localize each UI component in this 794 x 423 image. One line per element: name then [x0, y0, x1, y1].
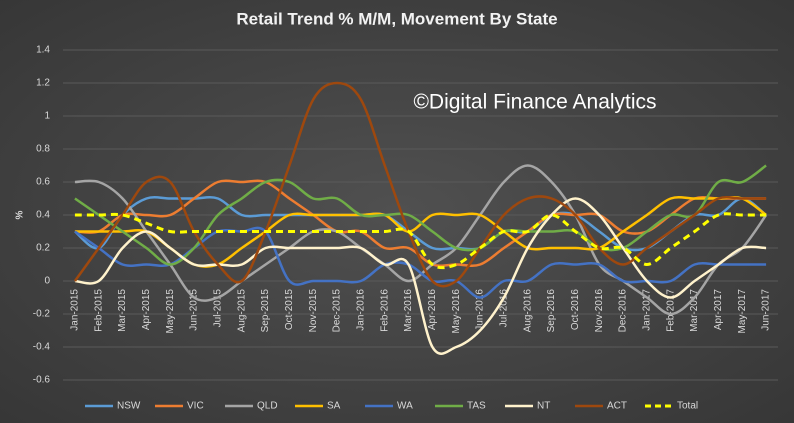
chart-title: Retail Trend % M/M, Movement By State [236, 9, 557, 28]
y-tick-label: 0.4 [36, 210, 50, 221]
series-line [74, 164, 767, 266]
series-line [74, 164, 768, 316]
y-tick-label: 0 [44, 276, 50, 287]
x-tick-label: May-2017 [737, 289, 748, 334]
x-tick-label: Jun-2016 [475, 289, 486, 331]
x-tick-label: Apr-2015 [141, 289, 152, 331]
x-tick-label: Jun-2015 [189, 289, 200, 331]
x-tick-label: Dec-2016 [618, 289, 629, 333]
x-tick-label: Dec-2015 [332, 289, 343, 333]
x-tick-label: Feb-2016 [379, 289, 390, 332]
y-tick-label: 1.2 [36, 78, 50, 89]
x-tick-label: Apr-2016 [427, 289, 438, 331]
grid: -0.6 -0.4 -0.2 0 0.2 0.4 0.6 0.8 1 1.2 1.4 Jan-2015… [33, 45, 778, 386]
x-tick-label: Mar-2015 [117, 289, 128, 332]
annotation: ©Digital Finance Analytics [413, 91, 656, 114]
y-tick-label: 1.4 [36, 45, 50, 56]
series-line [74, 197, 767, 355]
x-tick-label: Nov-2016 [594, 289, 605, 333]
y-tick-label: 0.6 [36, 177, 50, 188]
legend-label: ACT [607, 401, 627, 412]
y-tick-label: 0.2 [36, 243, 50, 254]
y-tick-label: -0.4 [33, 342, 51, 353]
x-tick-label: Oct-2015 [284, 289, 295, 331]
y-axis-label: % [15, 210, 26, 219]
x-tick-label: Feb-2015 [93, 289, 104, 332]
x-tick-label: May-2015 [165, 289, 176, 334]
legend-label: QLD [257, 401, 278, 412]
x-tick-label: Jan-2015 [70, 289, 81, 331]
x-tick-label: Feb-2017 [665, 289, 676, 332]
x-tick-label: Aug-2016 [522, 289, 533, 333]
x-tick-label: Sep-2015 [260, 289, 271, 333]
y-tick-label: -0.6 [33, 375, 51, 386]
legend-label: TAS [467, 401, 486, 412]
legend-label: Total [677, 401, 698, 412]
legend: NSW VIC QLD SA WA TAS NT ACT Total [85, 401, 698, 412]
x-tick-label: Jul-2016 [499, 289, 510, 328]
legend-label: NT [537, 401, 550, 412]
x-tick-label: Apr-2017 [713, 289, 724, 331]
x-tick-label: Oct-2016 [570, 289, 581, 331]
legend-label: WA [397, 401, 413, 412]
x-tick-label: Jun-2017 [761, 289, 772, 331]
x-tick-label: Aug-2015 [236, 289, 247, 333]
lines [73, 81, 768, 355]
x-tick-label: Sep-2016 [546, 289, 557, 333]
x-tick-label: Jan-2016 [356, 289, 367, 331]
y-tick-label: 1 [44, 111, 50, 122]
x-tick-label: Jul-2015 [213, 289, 224, 328]
x-tick-label: Jan-2017 [642, 289, 653, 331]
series-line [74, 212, 767, 270]
legend-label: SA [327, 401, 341, 412]
x-tick-label: Mar-2016 [403, 289, 414, 332]
x-tick-label: Nov-2015 [308, 289, 319, 333]
x-tick-label: Mar-2017 [689, 289, 700, 332]
y-tick-label: -0.2 [33, 309, 51, 320]
legend-label: NSW [117, 401, 141, 412]
x-tick-label: May-2016 [451, 289, 462, 334]
legend-label: VIC [187, 401, 204, 412]
y-tick-label: 0.8 [36, 144, 50, 155]
